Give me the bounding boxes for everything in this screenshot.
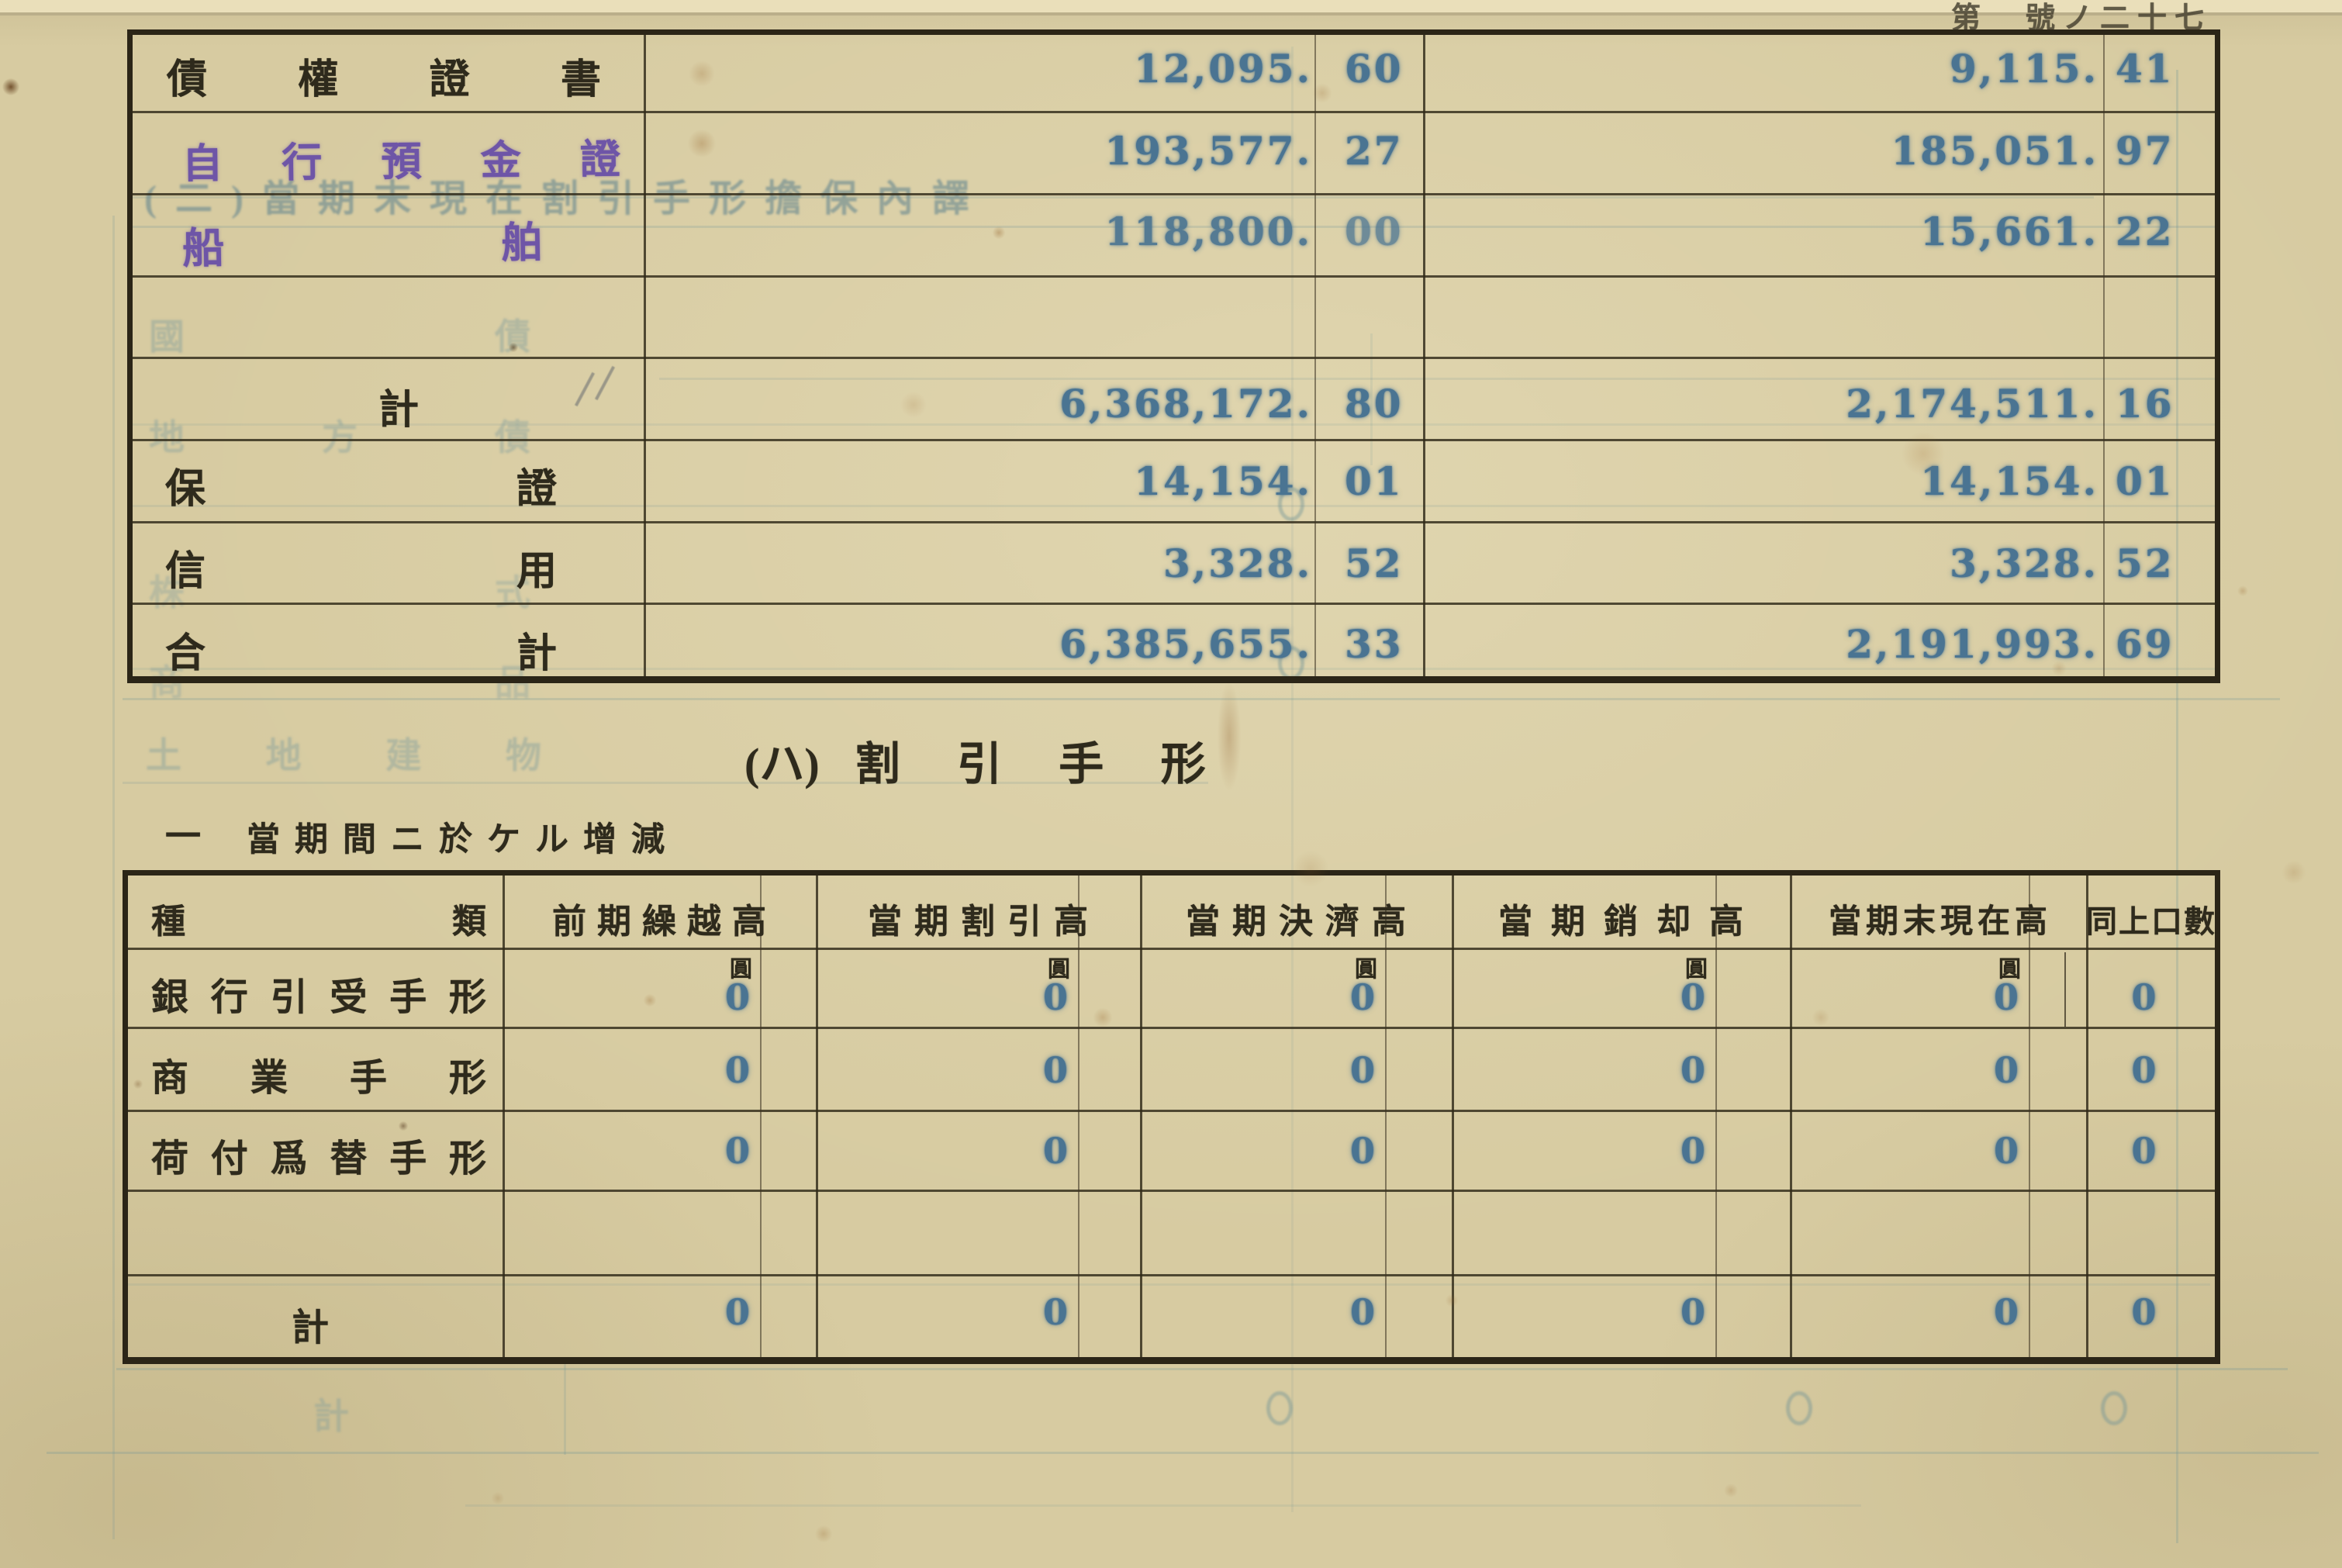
pencil-mark bbox=[574, 371, 596, 407]
subtitle-text: 當期間ニ於ケル增減 bbox=[247, 822, 679, 858]
row-label: 債權證書 bbox=[167, 58, 601, 102]
amount-col1-dec: 27 bbox=[1345, 128, 1404, 174]
row-label: 荷付爲替手形 bbox=[151, 1138, 486, 1179]
cell-value: 0 bbox=[1680, 976, 1708, 1018]
cell-value: 0 bbox=[724, 976, 752, 1018]
cell-value: 0 bbox=[1680, 1049, 1708, 1091]
amount-col2-int: 9,115. bbox=[1950, 46, 2098, 92]
cell-value: 0 bbox=[1680, 1130, 1708, 1172]
row-label: 計 bbox=[292, 1307, 330, 1349]
row-label: 商業手形 bbox=[151, 1058, 486, 1099]
cell-value: 0 bbox=[1042, 1291, 1070, 1333]
artifact-line bbox=[2064, 952, 2066, 1027]
amount-col1-int: 6,385,655. bbox=[1059, 621, 1312, 667]
col-header: 種類 bbox=[151, 903, 486, 941]
row-label-stamped: 船舶 bbox=[181, 219, 544, 273]
cell-value: 0 bbox=[1042, 976, 1070, 1018]
row-label: 保證 bbox=[165, 468, 557, 512]
row-label: 計 bbox=[378, 389, 420, 433]
col-header: 當期決濟高 bbox=[1186, 903, 1406, 941]
amount-col2-dec: 69 bbox=[2116, 621, 2174, 667]
section-heading-title: 割引手形 bbox=[855, 739, 1206, 789]
subtitle-marker: 一 bbox=[165, 817, 201, 856]
amount-col1-dec: 01 bbox=[1345, 458, 1404, 504]
cell-value: 0 bbox=[1993, 976, 2021, 1018]
section-heading: (ハ) 割引手形 bbox=[744, 727, 1206, 793]
cell-value: 0 bbox=[1993, 1291, 2021, 1333]
amount-col1-int: 118,800. bbox=[1104, 209, 1312, 254]
cell-value: 0 bbox=[1680, 1291, 1708, 1333]
amount-col1-dec: 52 bbox=[1345, 541, 1404, 586]
col-header: 當期割引高 bbox=[868, 903, 1088, 941]
cell-value: 0 bbox=[2131, 976, 2159, 1018]
amount-col1-dec: 80 bbox=[1345, 381, 1404, 427]
row-label: 信用 bbox=[165, 550, 557, 594]
cell-value: 0 bbox=[1993, 1130, 2021, 1172]
amount-col1-int: 14,154. bbox=[1134, 458, 1312, 504]
amount-col2-int: 14,154. bbox=[1920, 458, 2098, 504]
cell-value: 0 bbox=[1349, 976, 1377, 1018]
amount-col1-dec: 33 bbox=[1345, 621, 1404, 667]
cell-value: 0 bbox=[724, 1291, 752, 1333]
col-header: 當期銷却高 bbox=[1498, 903, 1743, 941]
amount-col2-int: 2,191,993. bbox=[1846, 621, 2098, 667]
cell-value: 0 bbox=[1042, 1130, 1070, 1172]
row-label: 合計 bbox=[165, 632, 557, 676]
cell-value: 0 bbox=[1349, 1049, 1377, 1091]
amount-col2-dec: 22 bbox=[2116, 209, 2174, 254]
row-label: 銀行引受手形 bbox=[151, 977, 486, 1018]
cell-value: 0 bbox=[724, 1130, 752, 1172]
amount-col2-dec: 01 bbox=[2116, 458, 2174, 504]
amount-col1-int: 193,577. bbox=[1104, 128, 1312, 174]
col-header: 當期末現在高 bbox=[1828, 904, 2048, 940]
amount-col2-int: 3,328. bbox=[1950, 541, 2098, 586]
amount-col2-dec: 41 bbox=[2116, 46, 2174, 92]
cell-value: 0 bbox=[2131, 1130, 2159, 1172]
cell-value: 0 bbox=[1349, 1130, 1377, 1172]
amount-col1-int: 6,368,172. bbox=[1059, 381, 1312, 427]
amount-col2-dec: 52 bbox=[2116, 541, 2174, 586]
amount-col1-int: 12,095. bbox=[1134, 46, 1312, 92]
col-header: 前期繰越高 bbox=[552, 903, 766, 941]
cell-value: 0 bbox=[724, 1049, 752, 1091]
cell-value: 0 bbox=[2131, 1291, 2159, 1333]
amount-col2-int: 2,174,511. bbox=[1846, 381, 2098, 427]
amount-col2-int: 185,051. bbox=[1891, 128, 2098, 174]
bleed-label: 國債 bbox=[149, 317, 530, 357]
row-label-stamped: 自行預金證 bbox=[181, 138, 621, 187]
cell-value: 0 bbox=[1042, 1049, 1070, 1091]
bleed-label: 土地建物 bbox=[146, 736, 541, 775]
amount-col2-dec: 97 bbox=[2116, 128, 2174, 174]
amount-col1-int: 3,328. bbox=[1163, 541, 1312, 586]
bleed-label: 計 bbox=[313, 1397, 349, 1436]
cell-value: 0 bbox=[1993, 1049, 2021, 1091]
section-heading-number: (ハ) bbox=[744, 739, 820, 789]
amount-col2-dec: 16 bbox=[2116, 381, 2174, 427]
bleed-label: 地方債 bbox=[149, 418, 530, 458]
amount-col1-dec: 00 bbox=[1345, 209, 1404, 254]
cell-value: 0 bbox=[2131, 1049, 2159, 1091]
amount-col2-int: 15,661. bbox=[1920, 209, 2098, 254]
amount-col1-dec: 60 bbox=[1345, 46, 1404, 92]
pencil-mark bbox=[594, 365, 616, 401]
col-header: 同上口數 bbox=[2086, 904, 2215, 939]
cell-value: 0 bbox=[1349, 1291, 1377, 1333]
